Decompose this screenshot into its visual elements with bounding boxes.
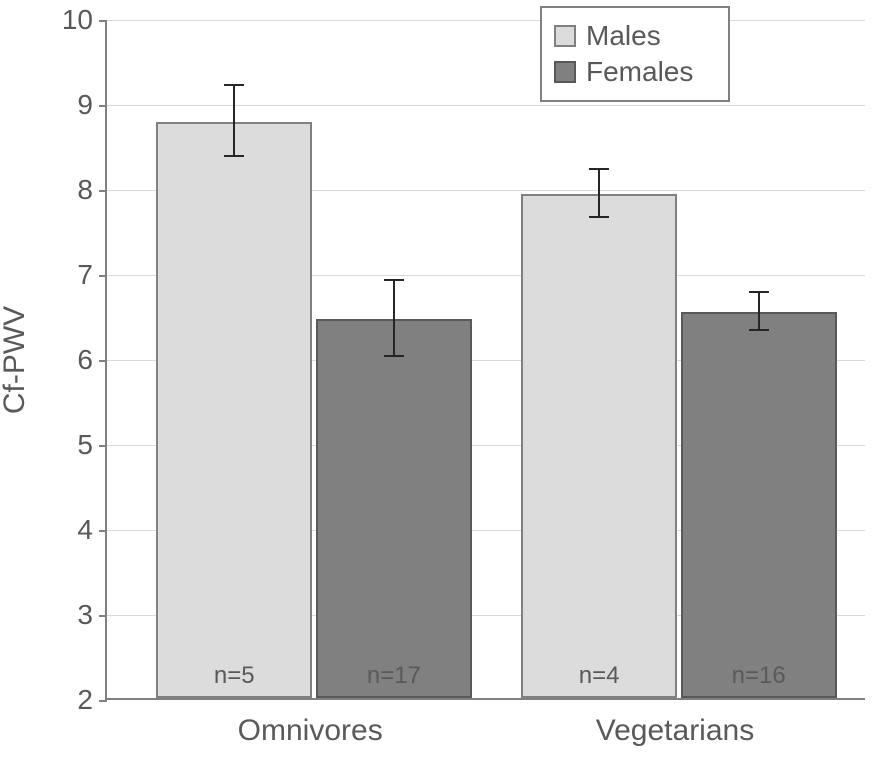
error-bar-cap	[749, 291, 769, 293]
n-label: n=16	[681, 662, 837, 690]
legend-swatch	[554, 61, 576, 83]
error-bar-stem	[598, 170, 600, 218]
plot-area: 2345678910n=5n=17n=4n=16	[105, 20, 865, 700]
legend: Males Females	[540, 6, 730, 102]
legend-label: Males	[586, 20, 661, 52]
y-tick-label: 3	[77, 599, 107, 631]
legend-item-females: Females	[554, 56, 716, 88]
bar-males-omnivores	[156, 122, 312, 698]
grid-line	[107, 105, 865, 106]
y-tick-label: 6	[77, 344, 107, 376]
y-tick-label: 2	[77, 684, 107, 716]
error-bar-cap	[224, 155, 244, 157]
y-tick-label: 7	[77, 259, 107, 291]
error-bar-stem	[758, 293, 760, 330]
y-axis-title: Cf-PWV	[0, 306, 32, 414]
y-tick-label: 5	[77, 429, 107, 461]
error-bar-cap	[384, 355, 404, 357]
error-bar-cap	[589, 216, 609, 218]
legend-item-males: Males	[554, 20, 716, 52]
bar-females-omnivores	[316, 319, 472, 698]
y-tick-label: 9	[77, 89, 107, 121]
legend-swatch	[554, 25, 576, 47]
cf-pwv-bar-chart: 2 3 4 5 6 7 8 9 10 n=5n=17 n=4n=16 Cf-PWV Males Fem…	[0, 0, 894, 774]
grid-line	[107, 20, 865, 21]
y-tick-label: 8	[77, 174, 107, 206]
n-label: n=17	[316, 662, 472, 690]
error-bar-cap	[224, 84, 244, 86]
error-bar-stem	[233, 86, 235, 157]
error-bar-cap	[384, 279, 404, 281]
x-group-label: Omnivores	[160, 714, 460, 748]
n-label: n=5	[156, 662, 312, 690]
bar-males-vegetarians	[521, 194, 677, 698]
legend-label: Females	[586, 56, 693, 88]
y-tick-label: 4	[77, 514, 107, 546]
error-bar-cap	[749, 329, 769, 331]
x-group-label: Vegetarians	[525, 714, 825, 748]
y-tick-label: 10	[62, 4, 107, 36]
bar-females-vegetarians	[681, 312, 837, 698]
error-bar-stem	[393, 281, 395, 358]
n-label: n=4	[521, 662, 677, 690]
error-bar-cap	[589, 168, 609, 170]
